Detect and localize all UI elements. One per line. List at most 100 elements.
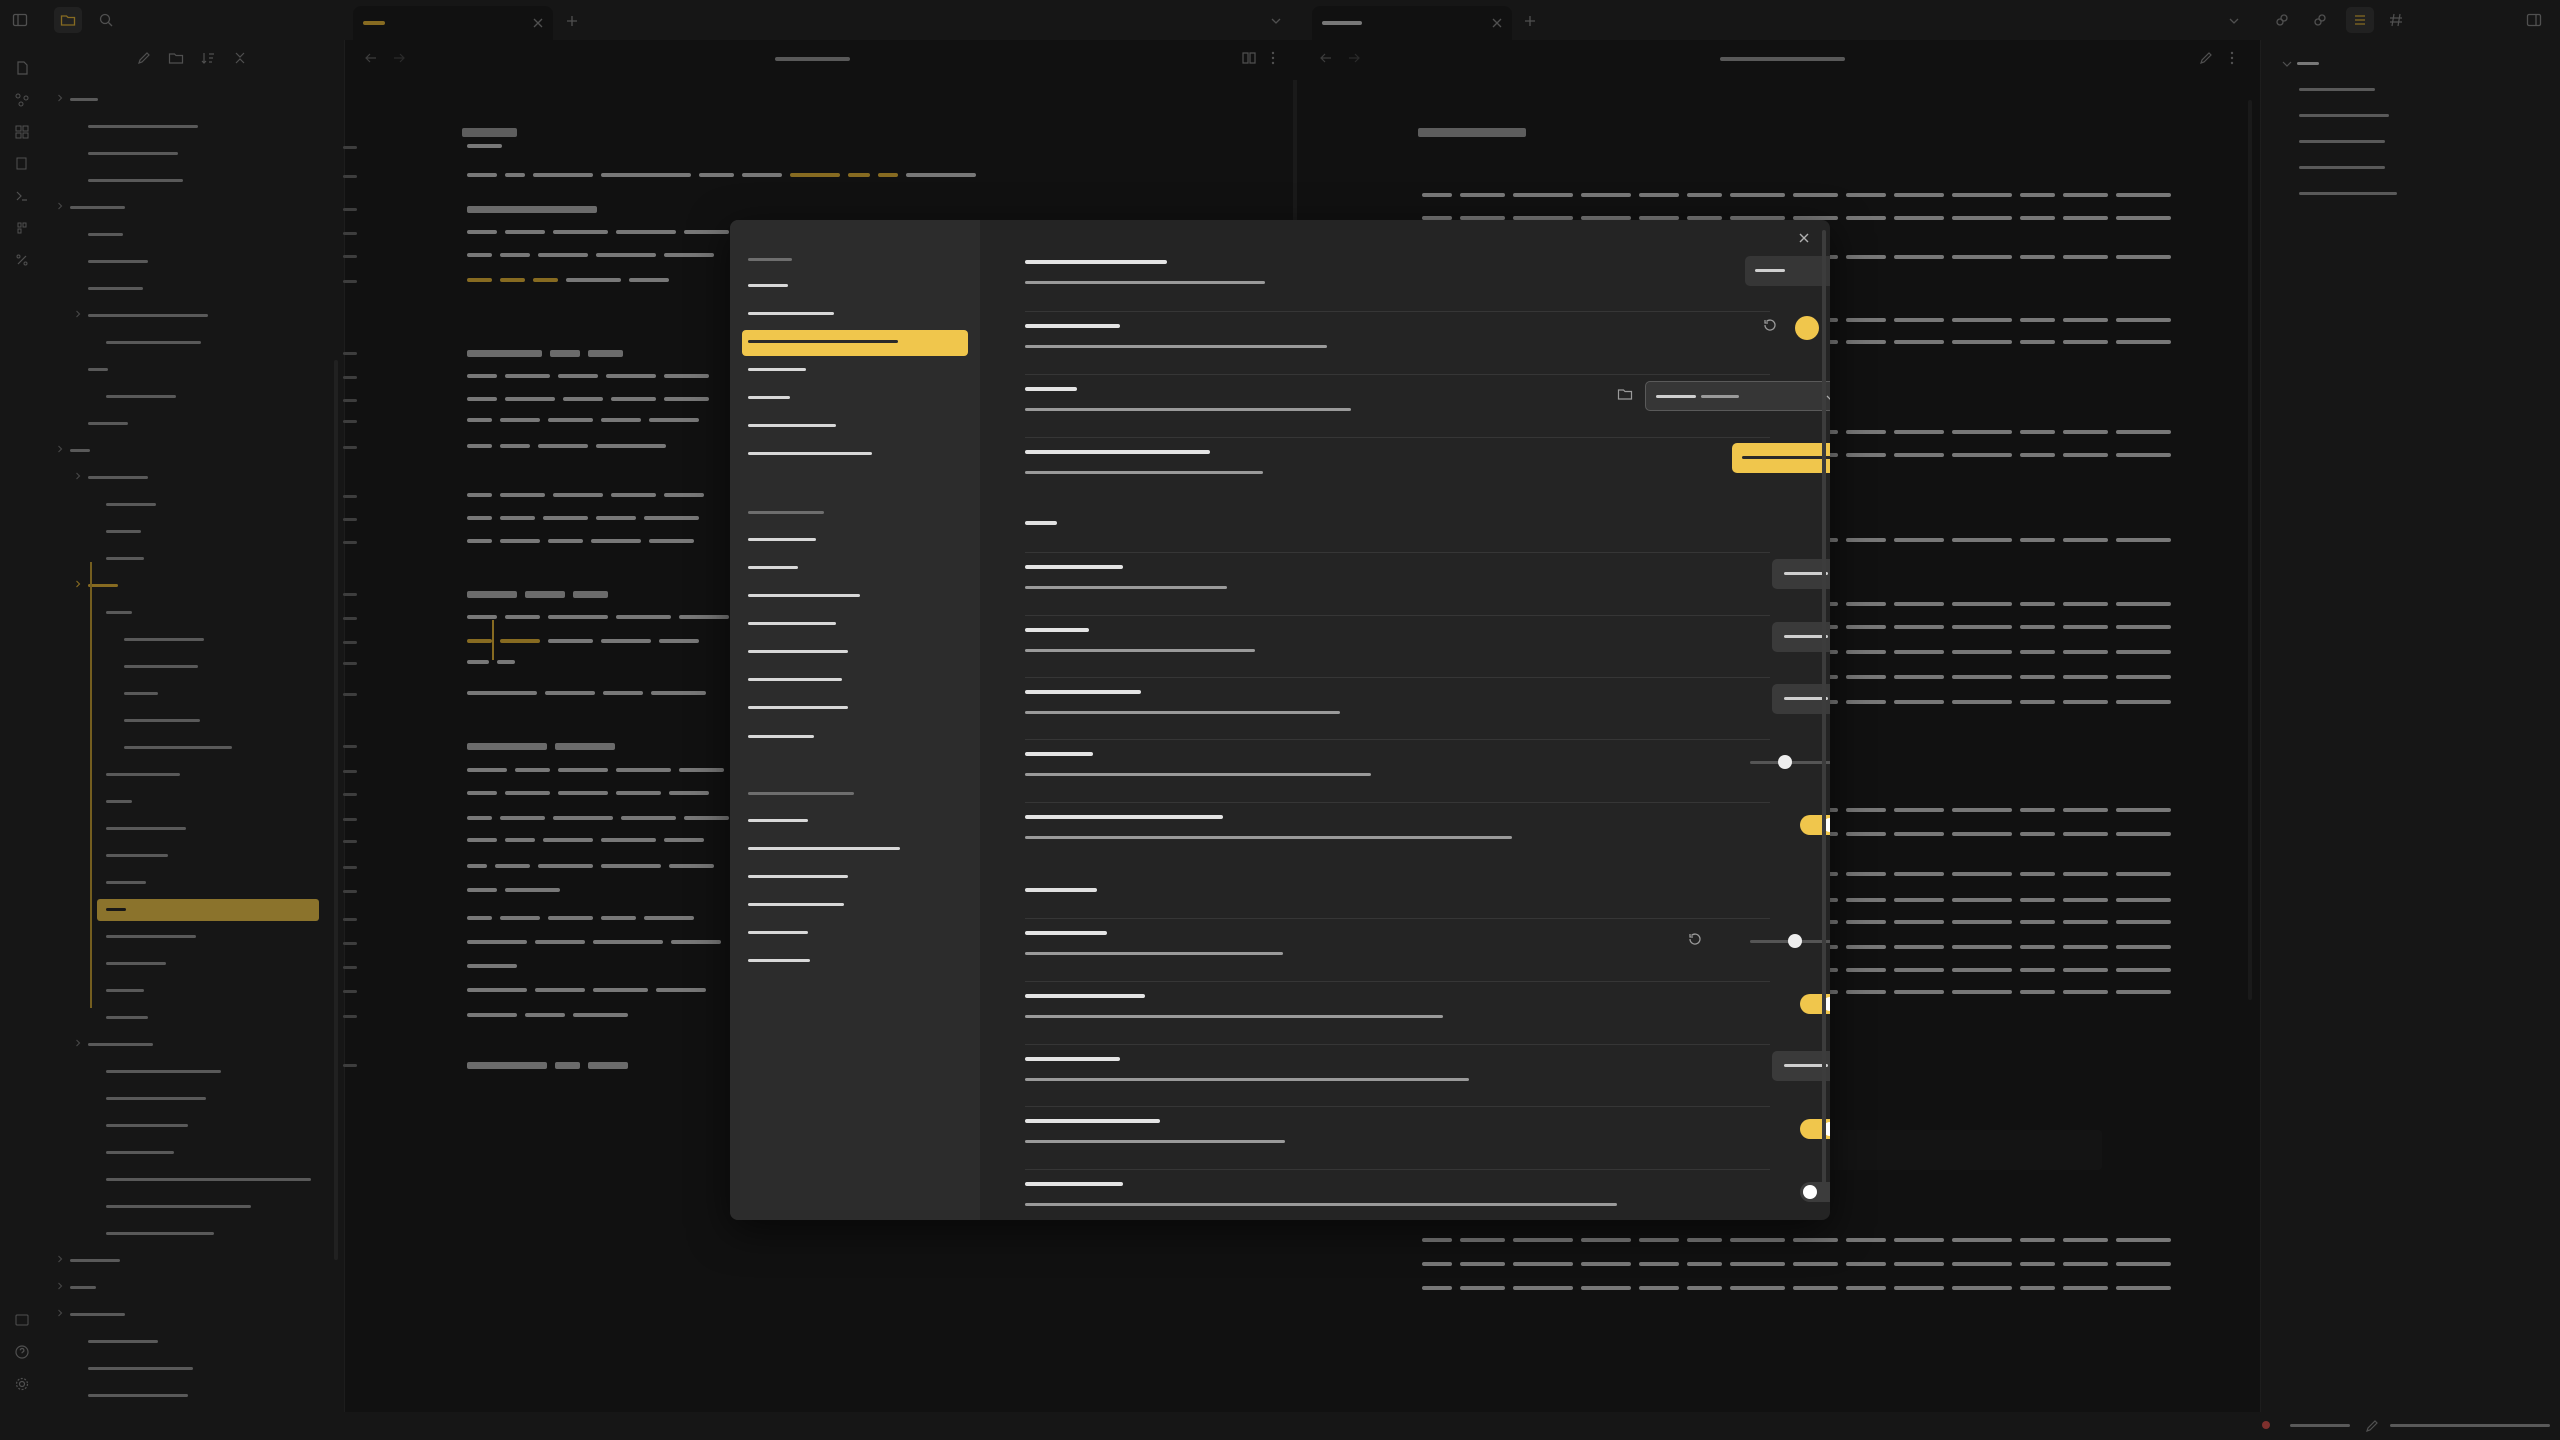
tree-item[interactable] bbox=[88, 260, 148, 263]
tree-item[interactable] bbox=[70, 449, 90, 452]
tree-item[interactable] bbox=[106, 989, 144, 992]
settings-button[interactable] bbox=[1772, 559, 1830, 589]
collapse-all-icon[interactable] bbox=[232, 50, 248, 66]
nav-item[interactable] bbox=[742, 865, 968, 891]
sort-icon[interactable] bbox=[200, 50, 216, 66]
tree-item[interactable] bbox=[88, 179, 183, 182]
chevron-right-icon[interactable] bbox=[54, 1280, 66, 1292]
close-icon[interactable] bbox=[530, 15, 546, 31]
tree-item[interactable] bbox=[106, 773, 180, 776]
tree-item[interactable] bbox=[88, 314, 208, 317]
tree-item[interactable] bbox=[88, 1043, 153, 1046]
nav-item[interactable] bbox=[742, 556, 968, 582]
nav-item[interactable] bbox=[742, 584, 968, 610]
tree-item[interactable] bbox=[106, 611, 132, 614]
outline-item[interactable] bbox=[2297, 62, 2319, 65]
tree-item[interactable] bbox=[106, 854, 168, 857]
tree-item[interactable] bbox=[88, 125, 198, 128]
chevron-right-icon[interactable] bbox=[72, 308, 84, 320]
nav-item[interactable] bbox=[742, 302, 968, 328]
tag-icon[interactable] bbox=[2388, 12, 2404, 28]
tree-item[interactable] bbox=[106, 962, 166, 965]
terminal-icon[interactable] bbox=[14, 188, 30, 204]
tree-item[interactable] bbox=[124, 665, 198, 668]
nav-item[interactable] bbox=[742, 809, 968, 835]
tree-item[interactable] bbox=[106, 827, 186, 830]
back-icon[interactable] bbox=[363, 50, 379, 66]
chevron-right-icon[interactable] bbox=[54, 443, 66, 455]
unlink-icon[interactable] bbox=[2312, 12, 2328, 28]
forward-icon[interactable] bbox=[1346, 50, 1362, 66]
tree-item[interactable] bbox=[70, 206, 125, 209]
nav-item[interactable] bbox=[742, 414, 968, 440]
settings-button[interactable] bbox=[1772, 684, 1830, 714]
outline-item[interactable] bbox=[2299, 192, 2397, 195]
pencil-icon[interactable] bbox=[2364, 1418, 2380, 1434]
action-button[interactable] bbox=[1732, 443, 1830, 473]
tree-item[interactable] bbox=[124, 719, 200, 722]
color-swatch[interactable] bbox=[1795, 316, 1819, 340]
tree-item[interactable] bbox=[106, 1232, 214, 1235]
scrollbar[interactable] bbox=[2248, 100, 2252, 1000]
tree-item[interactable] bbox=[88, 1394, 188, 1397]
chevron-right-icon[interactable] bbox=[54, 1307, 66, 1319]
nav-item[interactable] bbox=[742, 442, 968, 468]
new-folder-icon[interactable] bbox=[168, 50, 184, 66]
scrollbar[interactable] bbox=[334, 360, 338, 1260]
tree-item[interactable] bbox=[106, 395, 176, 398]
link-icon[interactable] bbox=[2274, 12, 2290, 28]
tree-item[interactable] bbox=[70, 98, 98, 101]
nav-item[interactable] bbox=[742, 725, 968, 751]
tree-item[interactable] bbox=[106, 1178, 311, 1181]
back-icon[interactable] bbox=[1318, 50, 1334, 66]
chevron-right-icon[interactable] bbox=[72, 1037, 84, 1049]
chevron-right-icon[interactable] bbox=[54, 200, 66, 212]
close-icon[interactable] bbox=[1796, 230, 1812, 246]
more-icon[interactable] bbox=[2224, 50, 2240, 66]
outline-item[interactable] bbox=[2299, 140, 2385, 143]
chevron-right-icon[interactable] bbox=[54, 92, 66, 104]
files-view-button[interactable] bbox=[54, 7, 82, 33]
tree-item[interactable] bbox=[106, 881, 146, 884]
tree-item[interactable] bbox=[106, 1151, 174, 1154]
nav-item[interactable] bbox=[742, 668, 968, 694]
scrollbar[interactable] bbox=[1822, 230, 1826, 1190]
nav-item[interactable] bbox=[742, 696, 968, 722]
nav-item[interactable] bbox=[742, 837, 968, 863]
nav-item[interactable] bbox=[742, 386, 968, 412]
tree-item[interactable] bbox=[106, 530, 141, 533]
tree-item[interactable] bbox=[88, 152, 178, 155]
tree-item[interactable] bbox=[106, 341, 201, 344]
tree-item[interactable] bbox=[70, 1313, 125, 1316]
close-icon[interactable] bbox=[1489, 15, 1505, 31]
tree-item[interactable] bbox=[106, 1124, 188, 1127]
new-note-icon[interactable] bbox=[136, 50, 152, 66]
tree-item[interactable] bbox=[124, 638, 204, 641]
settings-button[interactable] bbox=[1772, 1051, 1830, 1081]
tree-item[interactable] bbox=[106, 1205, 251, 1208]
chevron-right-icon[interactable] bbox=[72, 578, 84, 590]
tree-item[interactable] bbox=[88, 1367, 193, 1370]
nav-item[interactable] bbox=[742, 330, 968, 356]
slider-knob[interactable] bbox=[1778, 755, 1792, 769]
search-icon[interactable] bbox=[98, 12, 114, 28]
nav-item[interactable] bbox=[742, 640, 968, 666]
outline-item[interactable] bbox=[2299, 166, 2385, 169]
outline-item[interactable] bbox=[2299, 114, 2389, 117]
help-icon[interactable] bbox=[14, 1344, 30, 1360]
tree-item[interactable] bbox=[70, 1259, 120, 1262]
tab-left-active[interactable] bbox=[353, 6, 553, 40]
tree-item[interactable] bbox=[88, 1340, 158, 1343]
file-icon[interactable] bbox=[14, 60, 30, 76]
sidebar-toggle-icon[interactable] bbox=[12, 12, 28, 28]
outline-item[interactable] bbox=[2299, 88, 2375, 91]
forward-icon[interactable] bbox=[391, 50, 407, 66]
tree-item[interactable] bbox=[88, 287, 143, 290]
nav-item[interactable] bbox=[742, 949, 968, 975]
sync-status-icon[interactable] bbox=[2262, 1421, 2270, 1429]
nav-item[interactable] bbox=[742, 893, 968, 919]
folder-select[interactable] bbox=[1645, 381, 1830, 411]
chevron-right-icon[interactable] bbox=[54, 1253, 66, 1265]
percent-icon[interactable] bbox=[14, 252, 30, 268]
slider-knob[interactable] bbox=[1788, 934, 1802, 948]
